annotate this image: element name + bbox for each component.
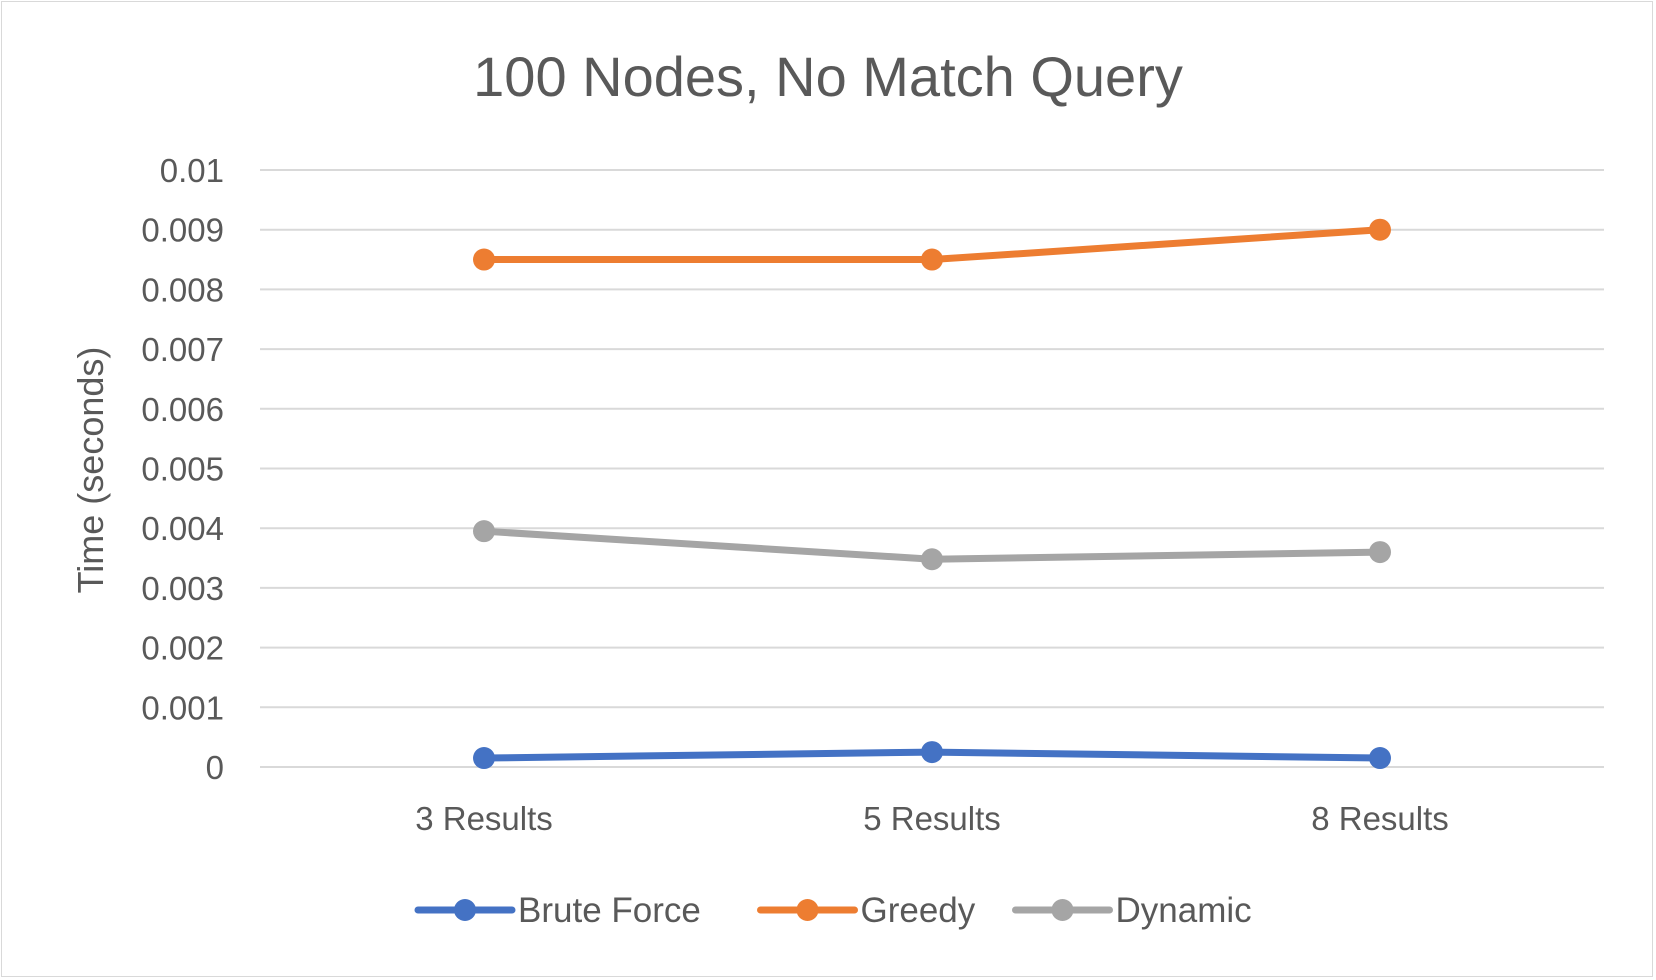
y-tick-label: 0.002: [141, 630, 224, 667]
data-point: [1369, 218, 1391, 241]
legend: Brute Force Greedy Dynamic: [414, 891, 1252, 930]
data-point: [921, 248, 943, 271]
legend-label: Brute Force: [518, 891, 701, 930]
data-point: [921, 741, 943, 764]
legend-label: Greedy: [861, 891, 976, 930]
data-point: [921, 548, 943, 571]
legend-label: Dynamic: [1116, 891, 1252, 930]
x-tick-label: 5 Results: [863, 800, 1001, 837]
x-tick-label: 8 Results: [1311, 800, 1449, 837]
legend-swatch-marker: [1051, 899, 1074, 921]
legend-swatch-marker: [796, 899, 819, 921]
y-tick-label: 0.006: [141, 391, 224, 428]
y-tick-label: 0: [206, 749, 224, 786]
legend-swatch-marker: [454, 899, 476, 921]
y-tick-label: 0.01: [160, 152, 224, 189]
y-tick-label: 0.007: [141, 331, 224, 368]
y-axis-title: Time (seconds): [70, 347, 111, 594]
chart-title: 100 Nodes, No Match Query: [473, 45, 1183, 108]
x-tick-label: 3 Results: [415, 800, 553, 837]
y-tick-label: 0.004: [141, 510, 224, 547]
data-point: [473, 520, 495, 543]
data-point: [1369, 747, 1391, 770]
y-tick-label: 0.001: [141, 689, 224, 726]
y-tick-label: 0.008: [141, 271, 224, 308]
y-tick-label: 0.003: [141, 570, 224, 607]
y-axis-ticks: 0 0.001 0.002 0.003 0.004 0.005 0.006 0.007 0.00…: [141, 152, 224, 786]
data-point: [473, 248, 495, 271]
data-point: [1369, 541, 1391, 564]
data-point: [473, 747, 495, 770]
y-tick-label: 0.009: [141, 212, 224, 249]
series-layer: [473, 218, 1391, 770]
x-axis-ticks: 3 Results 5 Results 8 Results: [415, 800, 1449, 837]
y-tick-label: 0.005: [141, 451, 224, 488]
